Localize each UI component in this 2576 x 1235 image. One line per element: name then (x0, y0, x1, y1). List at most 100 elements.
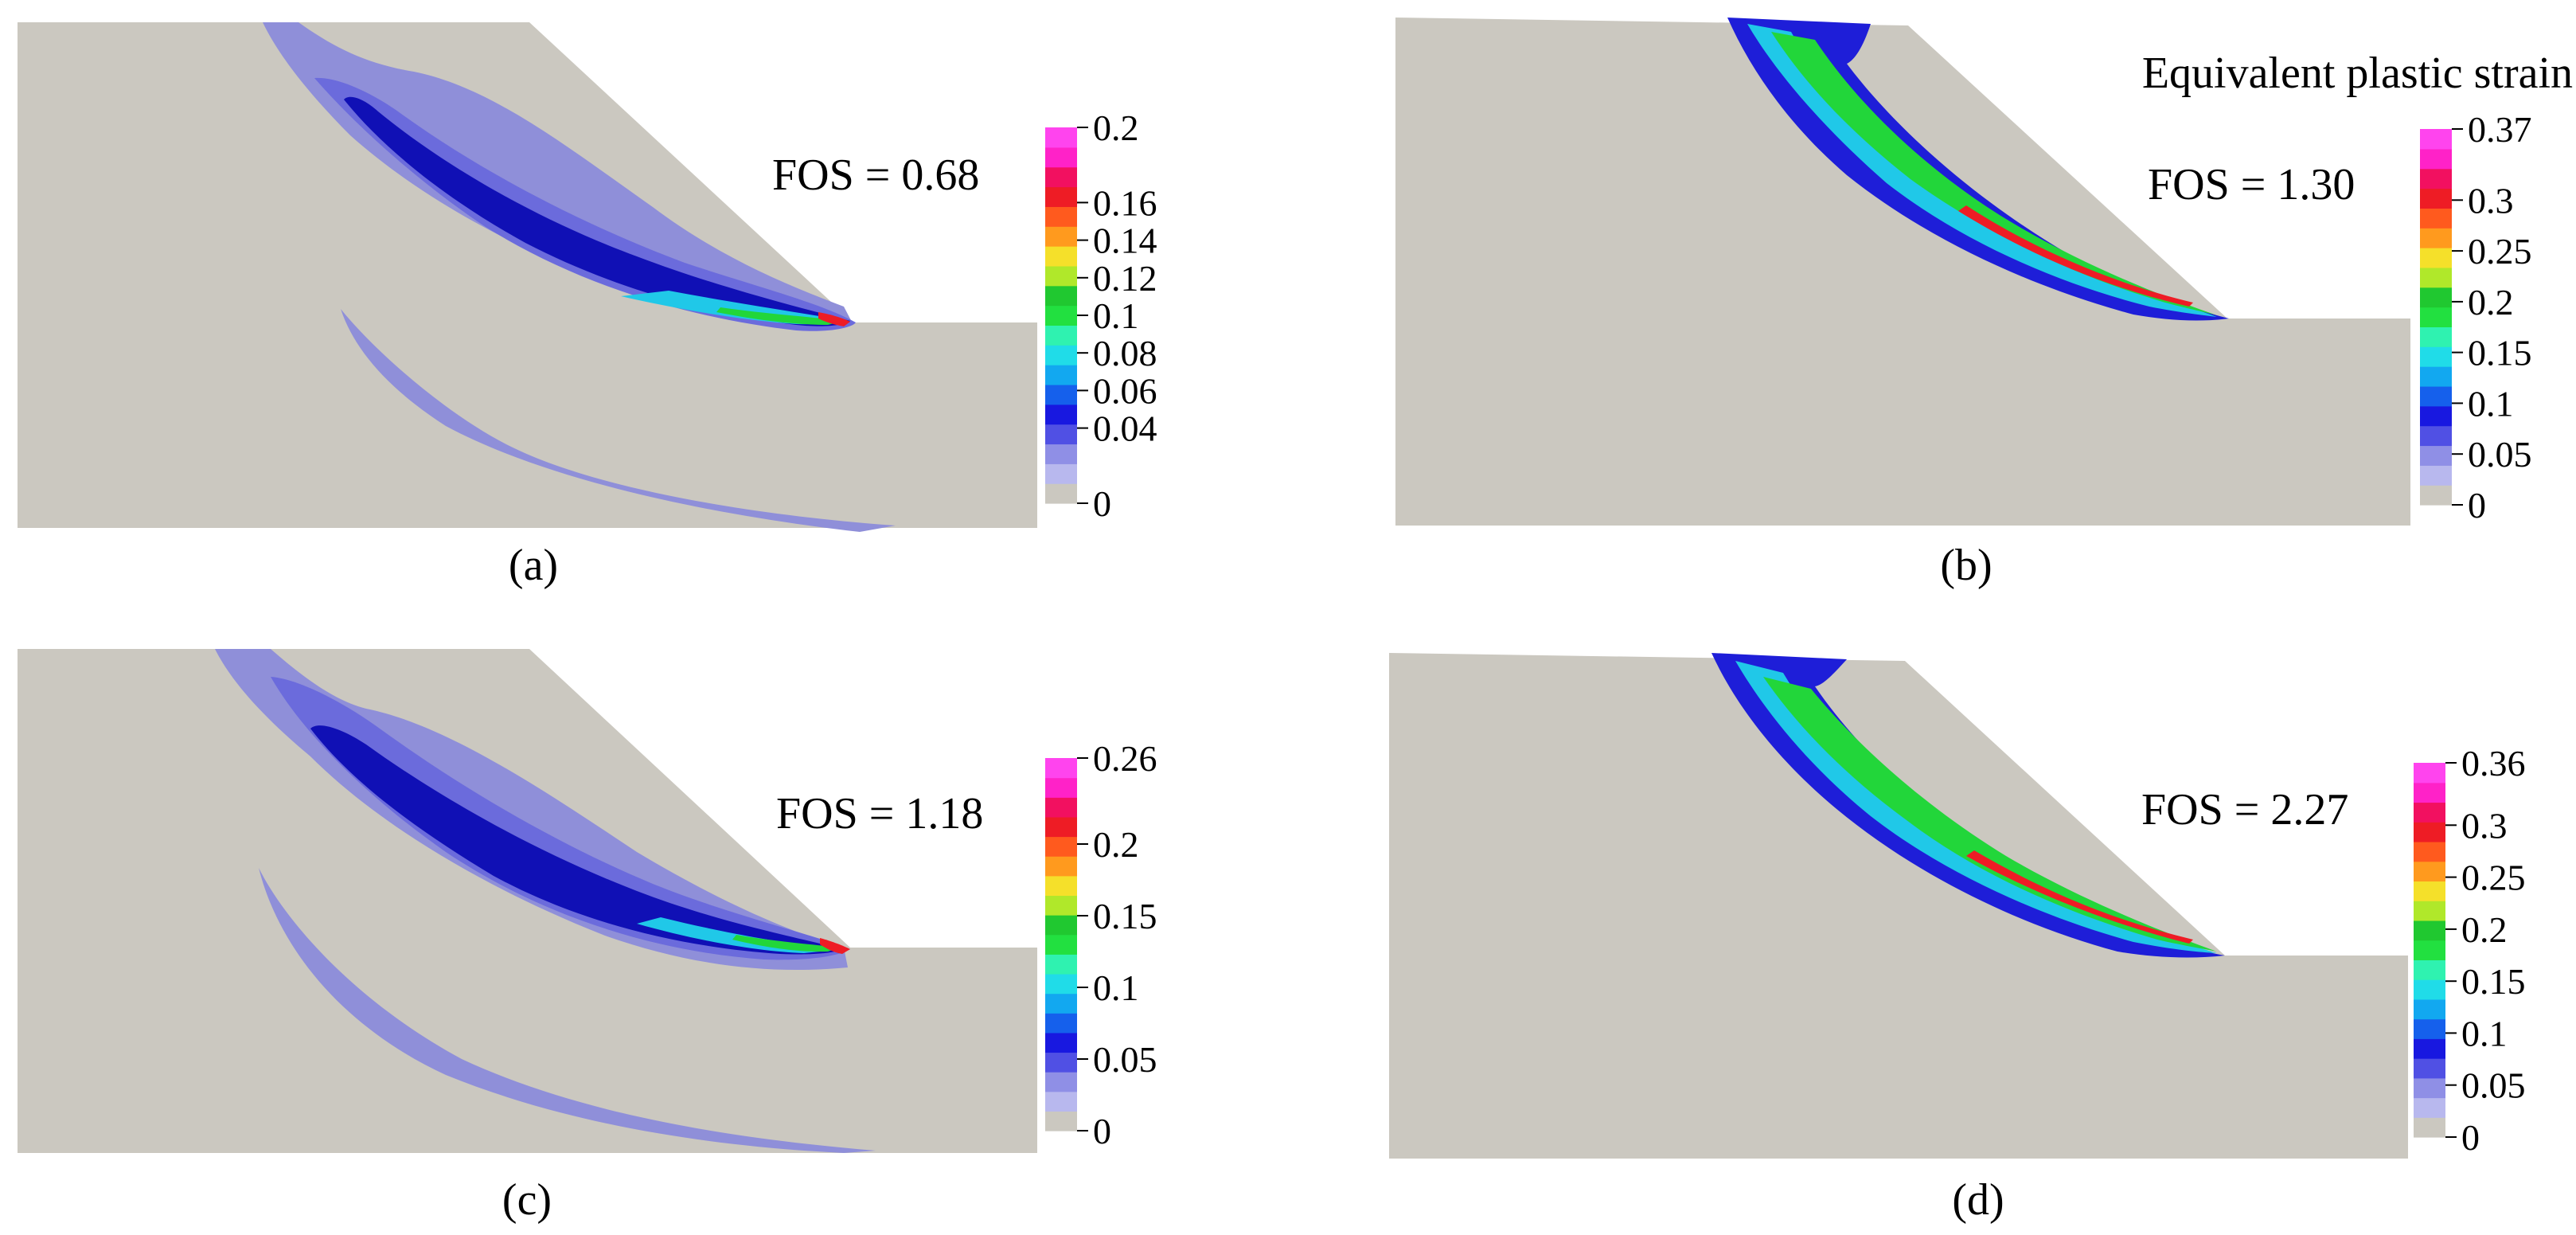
colorbar-b: 0.37 0.3 0.25 0.2 0.15 0.1 0.05 0 (2420, 109, 2532, 526)
colorbar-swatch (2420, 485, 2452, 506)
colorbar-tick-label: 0.05 (2468, 434, 2532, 475)
colorbar-tick-label: 0.2 (2468, 282, 2514, 322)
colorbar-tick-label: 0.06 (1093, 370, 1157, 411)
fos-label-d: FOS = 2.27 (2141, 785, 2348, 834)
outer-strain-zone (263, 22, 853, 326)
colorbar-swatch (1045, 1072, 1077, 1092)
shear-band-green (732, 935, 840, 952)
panel-a (18, 22, 1037, 532)
colorbar-tick-label: 0 (1093, 483, 1111, 524)
slope-domain (1389, 653, 2408, 1159)
colorbar-swatch (1045, 915, 1077, 936)
colorbar-swatch (1045, 147, 1077, 168)
colorbar-swatch (1045, 325, 1077, 346)
colorbar-swatch (1045, 836, 1077, 857)
colorbar-swatch (2414, 802, 2445, 823)
colorbar-swatch (1045, 424, 1077, 445)
colorbar-swatch (1045, 127, 1077, 148)
colorbar-swatch (2420, 188, 2452, 209)
shear-band-green (1763, 677, 2217, 952)
colorbar-swatch (1045, 797, 1077, 818)
colorbar-swatch (2420, 287, 2452, 308)
toe-concentration (820, 938, 850, 954)
colorbar-swatch (2420, 366, 2452, 387)
colorbar-swatch (1045, 777, 1077, 798)
colorbar-swatch (1045, 1032, 1077, 1053)
colorbar-swatch (1045, 246, 1077, 267)
colorbar-tick-label: 0.12 (1093, 258, 1157, 299)
colorbar-swatch (2420, 168, 2452, 190)
colorbar-swatch (2420, 208, 2452, 229)
colorbar-tick-label: 0.3 (2461, 805, 2508, 846)
colorbar-swatch (1045, 758, 1077, 779)
colorbar-swatch (1045, 345, 1077, 365)
colorbar-swatch (2420, 248, 2452, 268)
panel-b (1395, 18, 2410, 526)
colorbar-tick-label: 0.25 (2468, 231, 2532, 272)
colorbar-swatch (2414, 1097, 2445, 1118)
slope-domain (18, 22, 1037, 528)
colorbar-swatch (2420, 129, 2452, 150)
colorbar-swatch (2414, 959, 2445, 980)
colorbar-swatch (2420, 425, 2452, 447)
colorbar-swatch (1045, 816, 1077, 838)
colorbar-swatch (2414, 782, 2445, 803)
colorbar-tick-label: 0.26 (1093, 738, 1157, 779)
colorbar-d: 0.36 0.3 0.25 0.2 0.15 0.1 0.05 0 (2414, 743, 2526, 1158)
fos-label-c: FOS = 1.18 (776, 789, 983, 838)
colorbar-swatch (2414, 763, 2445, 784)
colorbar-tick-label: 0.3 (2468, 180, 2514, 221)
colorbar-swatch (1045, 444, 1077, 464)
colorbar-swatch (1045, 973, 1077, 995)
colorbar-swatch (2420, 326, 2452, 347)
shear-band-green (1771, 32, 2217, 315)
colorbar-swatch (2414, 1117, 2445, 1138)
colorbar-swatch (2420, 346, 2452, 367)
colorbar-tick-label: 0.05 (2461, 1065, 2526, 1106)
colorbar-swatch (2414, 822, 2445, 842)
colorbar-tick-label: 0.2 (2461, 909, 2508, 950)
colorbar-swatch (1045, 206, 1077, 227)
colorbar-tick-label: 0 (2461, 1117, 2480, 1158)
caption-d: (d) (1952, 1175, 2004, 1225)
colorbar-tick-label: 0.15 (2461, 961, 2526, 1002)
colorbar-swatch (1045, 186, 1077, 207)
colorbar-swatch (2420, 465, 2452, 486)
colorbar-swatch (2414, 1018, 2445, 1039)
panel-c (18, 649, 1037, 1153)
colorbar-swatch (2414, 920, 2445, 941)
colorbar-swatch (1045, 166, 1077, 188)
colorbar-tick-label: 0.37 (2468, 109, 2532, 150)
colorbar-swatch (1045, 856, 1077, 877)
slope-domain (1395, 18, 2410, 526)
colorbar-swatch (2414, 861, 2445, 882)
colorbar-swatch (1045, 285, 1077, 307)
shear-band-core (1958, 205, 2193, 307)
colorbar-swatch (2414, 940, 2445, 960)
secondary-band-deep (259, 868, 876, 1153)
caption-a: (a) (509, 541, 558, 590)
caption-c: (c) (502, 1175, 552, 1225)
colorbar-tick-label: 0.1 (2468, 383, 2514, 424)
fos-label-b: FOS = 1.30 (2148, 160, 2355, 209)
colorbar-swatch (2414, 901, 2445, 921)
colorbar-swatch (2414, 999, 2445, 1020)
colorbar-tick-label: 0.15 (1093, 896, 1157, 936)
colorbar-swatch (1045, 1052, 1077, 1073)
colorbar-tick-label: 0.1 (2461, 1013, 2508, 1053)
colorbar-swatch (1045, 404, 1077, 425)
shear-band-green (716, 307, 844, 325)
colorbar-a: 0.2 0.160.140.120.10.080.060.04 0 (1045, 107, 1157, 524)
colorbar-swatch (1045, 463, 1077, 484)
colorbar-swatch (1045, 895, 1077, 916)
panel-d (1389, 653, 2408, 1159)
toe-concentration (818, 312, 850, 326)
shear-band-core (1966, 850, 2193, 944)
colorbar-tick-label: 0.05 (1093, 1039, 1157, 1080)
colorbar-swatch (2420, 267, 2452, 288)
colorbar-swatch (1045, 226, 1077, 247)
secondary-band-deep (341, 309, 896, 532)
colorbar-swatch (2420, 228, 2452, 248)
colorbar-swatch (1045, 934, 1077, 955)
colorbar-tick-label: 0.14 (1093, 221, 1157, 261)
